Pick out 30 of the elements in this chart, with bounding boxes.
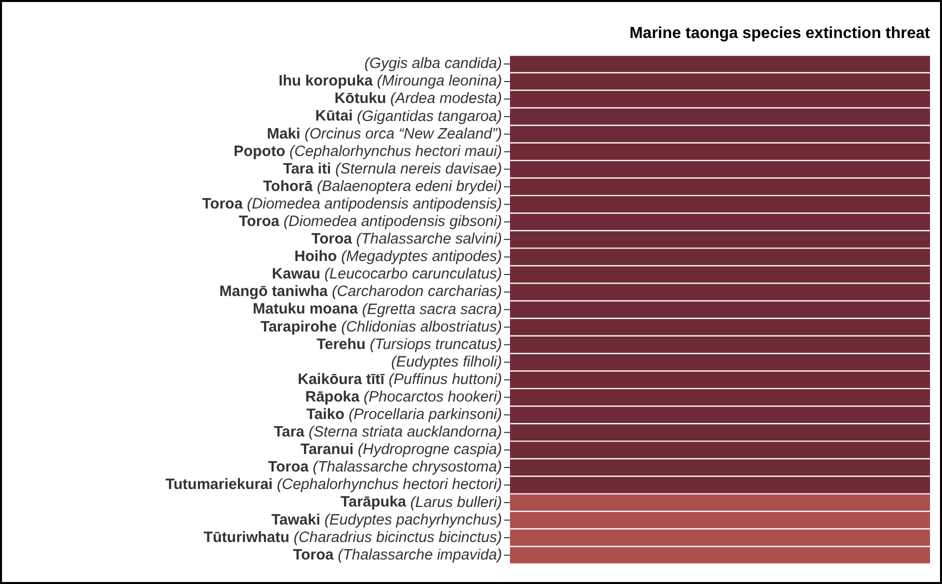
y-tick-label: (Eudyptes filholi) [391,353,502,370]
y-tick-label: Tūturiwhatu (Charadrius bicinctus bicinctus) [204,528,502,546]
y-tick-label: Ihu koropuka (Mirounga leonina) [278,72,502,90]
y-tick-label: Tawaki (Eudyptes pachyrhynchus) [271,511,502,528]
chart-title: Marine taonga species extinction threat [629,25,931,42]
y-tick-label: Tara (Sterna striata aucklandorna) [274,424,502,441]
y-tick-label: Tohorā (Balaenoptera edeni brydei) [262,178,502,195]
y-tick-label: Taiko (Procellaria parkinsoni) [306,406,502,424]
y-tick-label: Popoto (Cephalorhynchus hectori maui) [234,142,502,160]
y-tick-label: Mangō taniwha (Carcharodon carcharias) [219,283,502,300]
y-tick-label: Hoiho (Megadyptes antipodes) [294,248,502,266]
y-tick-label: Taranui (Hydroprogne caspia) [300,441,502,458]
y-tick-label: Tara iti (Sternula nereis davisae) [283,160,502,178]
y-tick-label: Matuku moana (Egretta sacra sacra) [252,300,502,318]
y-tick-label: Terehu (Tursiops truncatus) [316,336,502,353]
y-tick-label: Tarapirohe (Chlidonias albostriatus) [260,318,502,336]
y-tick-label: Rāpoka (Phocarctos hookeri) [305,388,502,406]
y-tick-label: Kaikōura tītī (Puffinus huttoni) [298,370,502,388]
y-tick-label: Kōtuku (Ardea modesta) [334,90,502,108]
y-tick-label: (Gygis alba candida) [364,55,502,72]
y-tick-label: Maki (Orcinus orca “New Zealand”) [266,125,502,142]
y-tick-label: Toroa (Thalassarche chrysostoma) [268,458,502,476]
y-tick-label: Toroa (Thalassarche impavida) [293,546,502,564]
y-tick-label: Tarāpuka (Larus bulleri) [340,494,502,511]
y-tick-label: Toroa (Diomedea antipodensis antipodensis) [202,195,502,213]
y-tick-label: Kawau (Leucocarbo carunculatus) [272,266,502,283]
y-tick-label: Kūtai (Gigantidas tangaroa) [315,108,502,125]
y-tick-label: Toroa (Diomedea antipodensis gibsoni) [238,213,502,230]
y-tick-label: Tutumariekurai (Cephalorhynchus hectori hectori) [165,476,502,494]
y-tick-label: Toroa (Thalassarche salvini) [311,230,502,248]
